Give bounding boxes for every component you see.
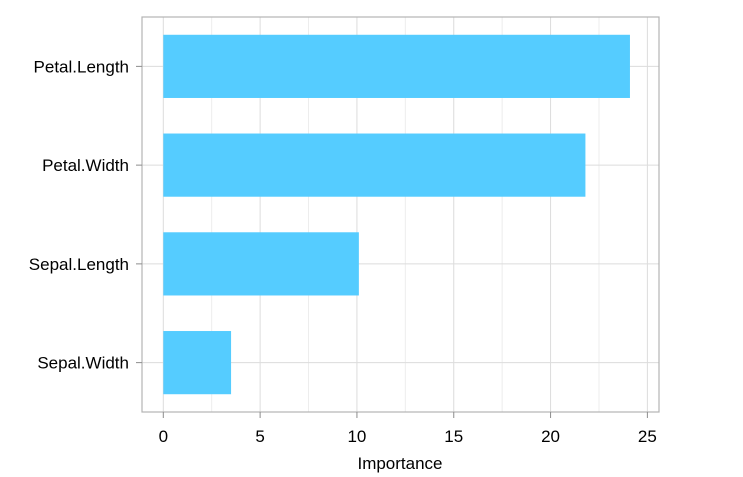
x-tick-label: 25 (638, 427, 657, 446)
x-tick-label: 0 (159, 427, 168, 446)
x-tick-label: 5 (255, 427, 264, 446)
bar (163, 34, 630, 98)
plot-panel-border (141, 16, 660, 413)
bar (163, 331, 232, 395)
y-tick-label: Sepal.Width (37, 354, 129, 373)
x-tick-label: 15 (444, 427, 463, 446)
bar (163, 232, 359, 296)
x-tick-label: 20 (541, 427, 560, 446)
x-axis-title: Importance (357, 454, 442, 473)
bar (163, 133, 586, 197)
x-tick-label: 10 (347, 427, 366, 446)
y-tick-label: Petal.Length (34, 57, 129, 76)
bars (163, 34, 630, 395)
y-tick-label: Petal.Width (42, 156, 129, 175)
y-tick-label: Sepal.Length (29, 255, 129, 274)
axis-ticks (136, 65, 648, 418)
axis-labels: 0 5 10 15 20 25 Petal.Length Petal.Width Sepal.L… (29, 57, 657, 446)
